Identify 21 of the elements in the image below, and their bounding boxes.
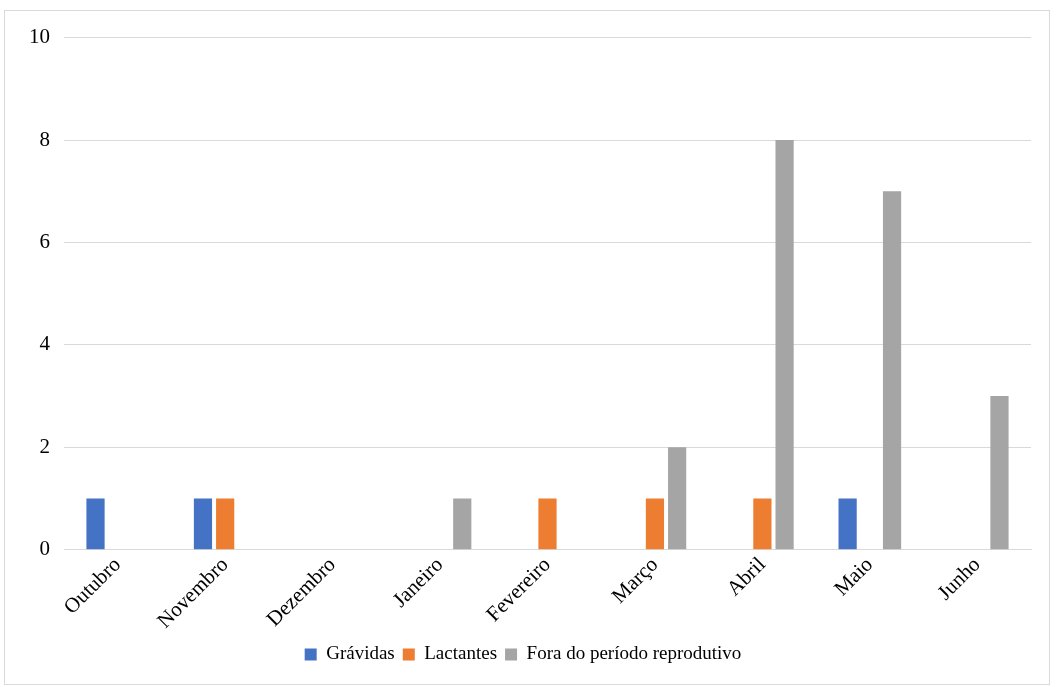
bar [453, 498, 472, 550]
legend-label: Lactantes [424, 642, 498, 664]
bar [838, 498, 857, 550]
y-tick-label: 4 [39, 331, 51, 356]
y-tick-label: 6 [39, 228, 50, 253]
bar [990, 396, 1009, 550]
y-tick-label: 10 [29, 24, 50, 49]
bar [86, 498, 105, 550]
y-tick-label: 2 [39, 433, 50, 458]
bar [668, 447, 687, 550]
bar [882, 191, 902, 550]
y-tick-label: 8 [39, 126, 50, 151]
bar [645, 498, 665, 550]
legend-label: Grávidas [326, 642, 395, 664]
y-tick-label: 0 [39, 536, 50, 561]
bar [775, 140, 794, 550]
bar [216, 498, 235, 550]
legend-label: Fora do período reprodutivo [526, 642, 742, 664]
bar [193, 498, 213, 550]
bar [753, 498, 772, 550]
bar [538, 498, 557, 550]
